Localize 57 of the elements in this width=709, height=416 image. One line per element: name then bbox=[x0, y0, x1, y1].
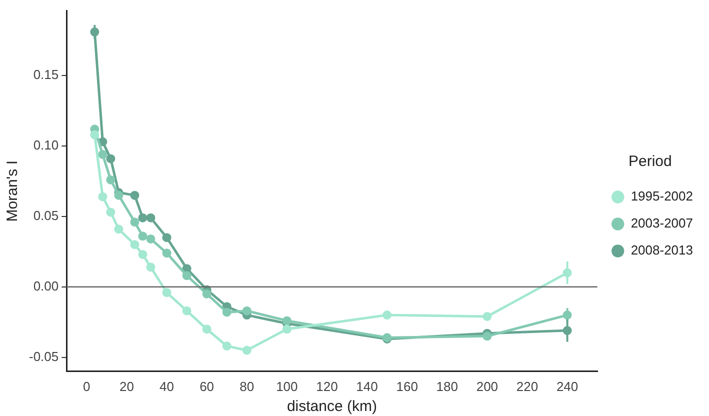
point bbox=[146, 213, 156, 222]
y-tick-label: 0.10 bbox=[33, 138, 59, 153]
point bbox=[482, 332, 492, 341]
point bbox=[242, 306, 252, 316]
point bbox=[482, 312, 492, 321]
legend-label: 2003-2007 bbox=[630, 216, 694, 231]
point bbox=[182, 271, 192, 280]
point bbox=[138, 232, 148, 241]
x-tick-label: 100 bbox=[276, 378, 298, 394]
x-tick-label: 80 bbox=[240, 378, 254, 394]
point bbox=[242, 346, 252, 355]
point bbox=[130, 218, 140, 227]
x-tick-label: 160 bbox=[396, 378, 418, 394]
x-tick-label: 240 bbox=[556, 378, 578, 394]
point bbox=[98, 150, 108, 159]
point bbox=[138, 213, 148, 222]
point bbox=[182, 306, 192, 316]
point bbox=[130, 190, 140, 200]
point bbox=[130, 240, 140, 250]
point bbox=[282, 316, 292, 326]
point bbox=[162, 233, 172, 242]
x-tick-label: 40 bbox=[160, 378, 174, 394]
y-tick-label: 0.15 bbox=[33, 67, 59, 82]
point bbox=[114, 224, 124, 234]
legend-title: Period bbox=[628, 153, 672, 170]
point bbox=[106, 208, 116, 217]
x-tick-label: 200 bbox=[476, 378, 498, 394]
y-axis-title: Moran's I bbox=[4, 160, 22, 222]
x-tick-label: 220 bbox=[516, 378, 538, 394]
point bbox=[162, 248, 172, 258]
point bbox=[98, 192, 108, 202]
point bbox=[282, 324, 292, 334]
point bbox=[106, 175, 116, 184]
point bbox=[90, 130, 100, 140]
x-tick-label: 20 bbox=[119, 378, 134, 394]
point bbox=[146, 234, 156, 244]
point bbox=[222, 308, 232, 317]
y-tick-label: -0.05 bbox=[28, 348, 59, 364]
x-tick-label: 140 bbox=[356, 378, 378, 394]
x-tick-label: 180 bbox=[436, 378, 458, 394]
point bbox=[146, 262, 156, 272]
x-tick-label: 0 bbox=[83, 378, 90, 394]
legend-label: 2008-2013 bbox=[630, 242, 694, 258]
x-tick-label: 120 bbox=[316, 378, 338, 394]
x-tick-label: 60 bbox=[200, 378, 214, 394]
point bbox=[114, 190, 124, 200]
point bbox=[222, 342, 232, 351]
legend-label: 1995-2002 bbox=[630, 188, 694, 204]
point bbox=[138, 250, 148, 259]
point bbox=[382, 310, 392, 320]
point bbox=[202, 324, 212, 334]
point bbox=[202, 289, 212, 298]
x-axis-title: distance (km) bbox=[286, 398, 377, 416]
y-tick-label: 0.00 bbox=[33, 278, 59, 294]
point bbox=[162, 288, 172, 298]
point bbox=[106, 154, 116, 164]
y-tick-label: 0.05 bbox=[33, 208, 59, 224]
